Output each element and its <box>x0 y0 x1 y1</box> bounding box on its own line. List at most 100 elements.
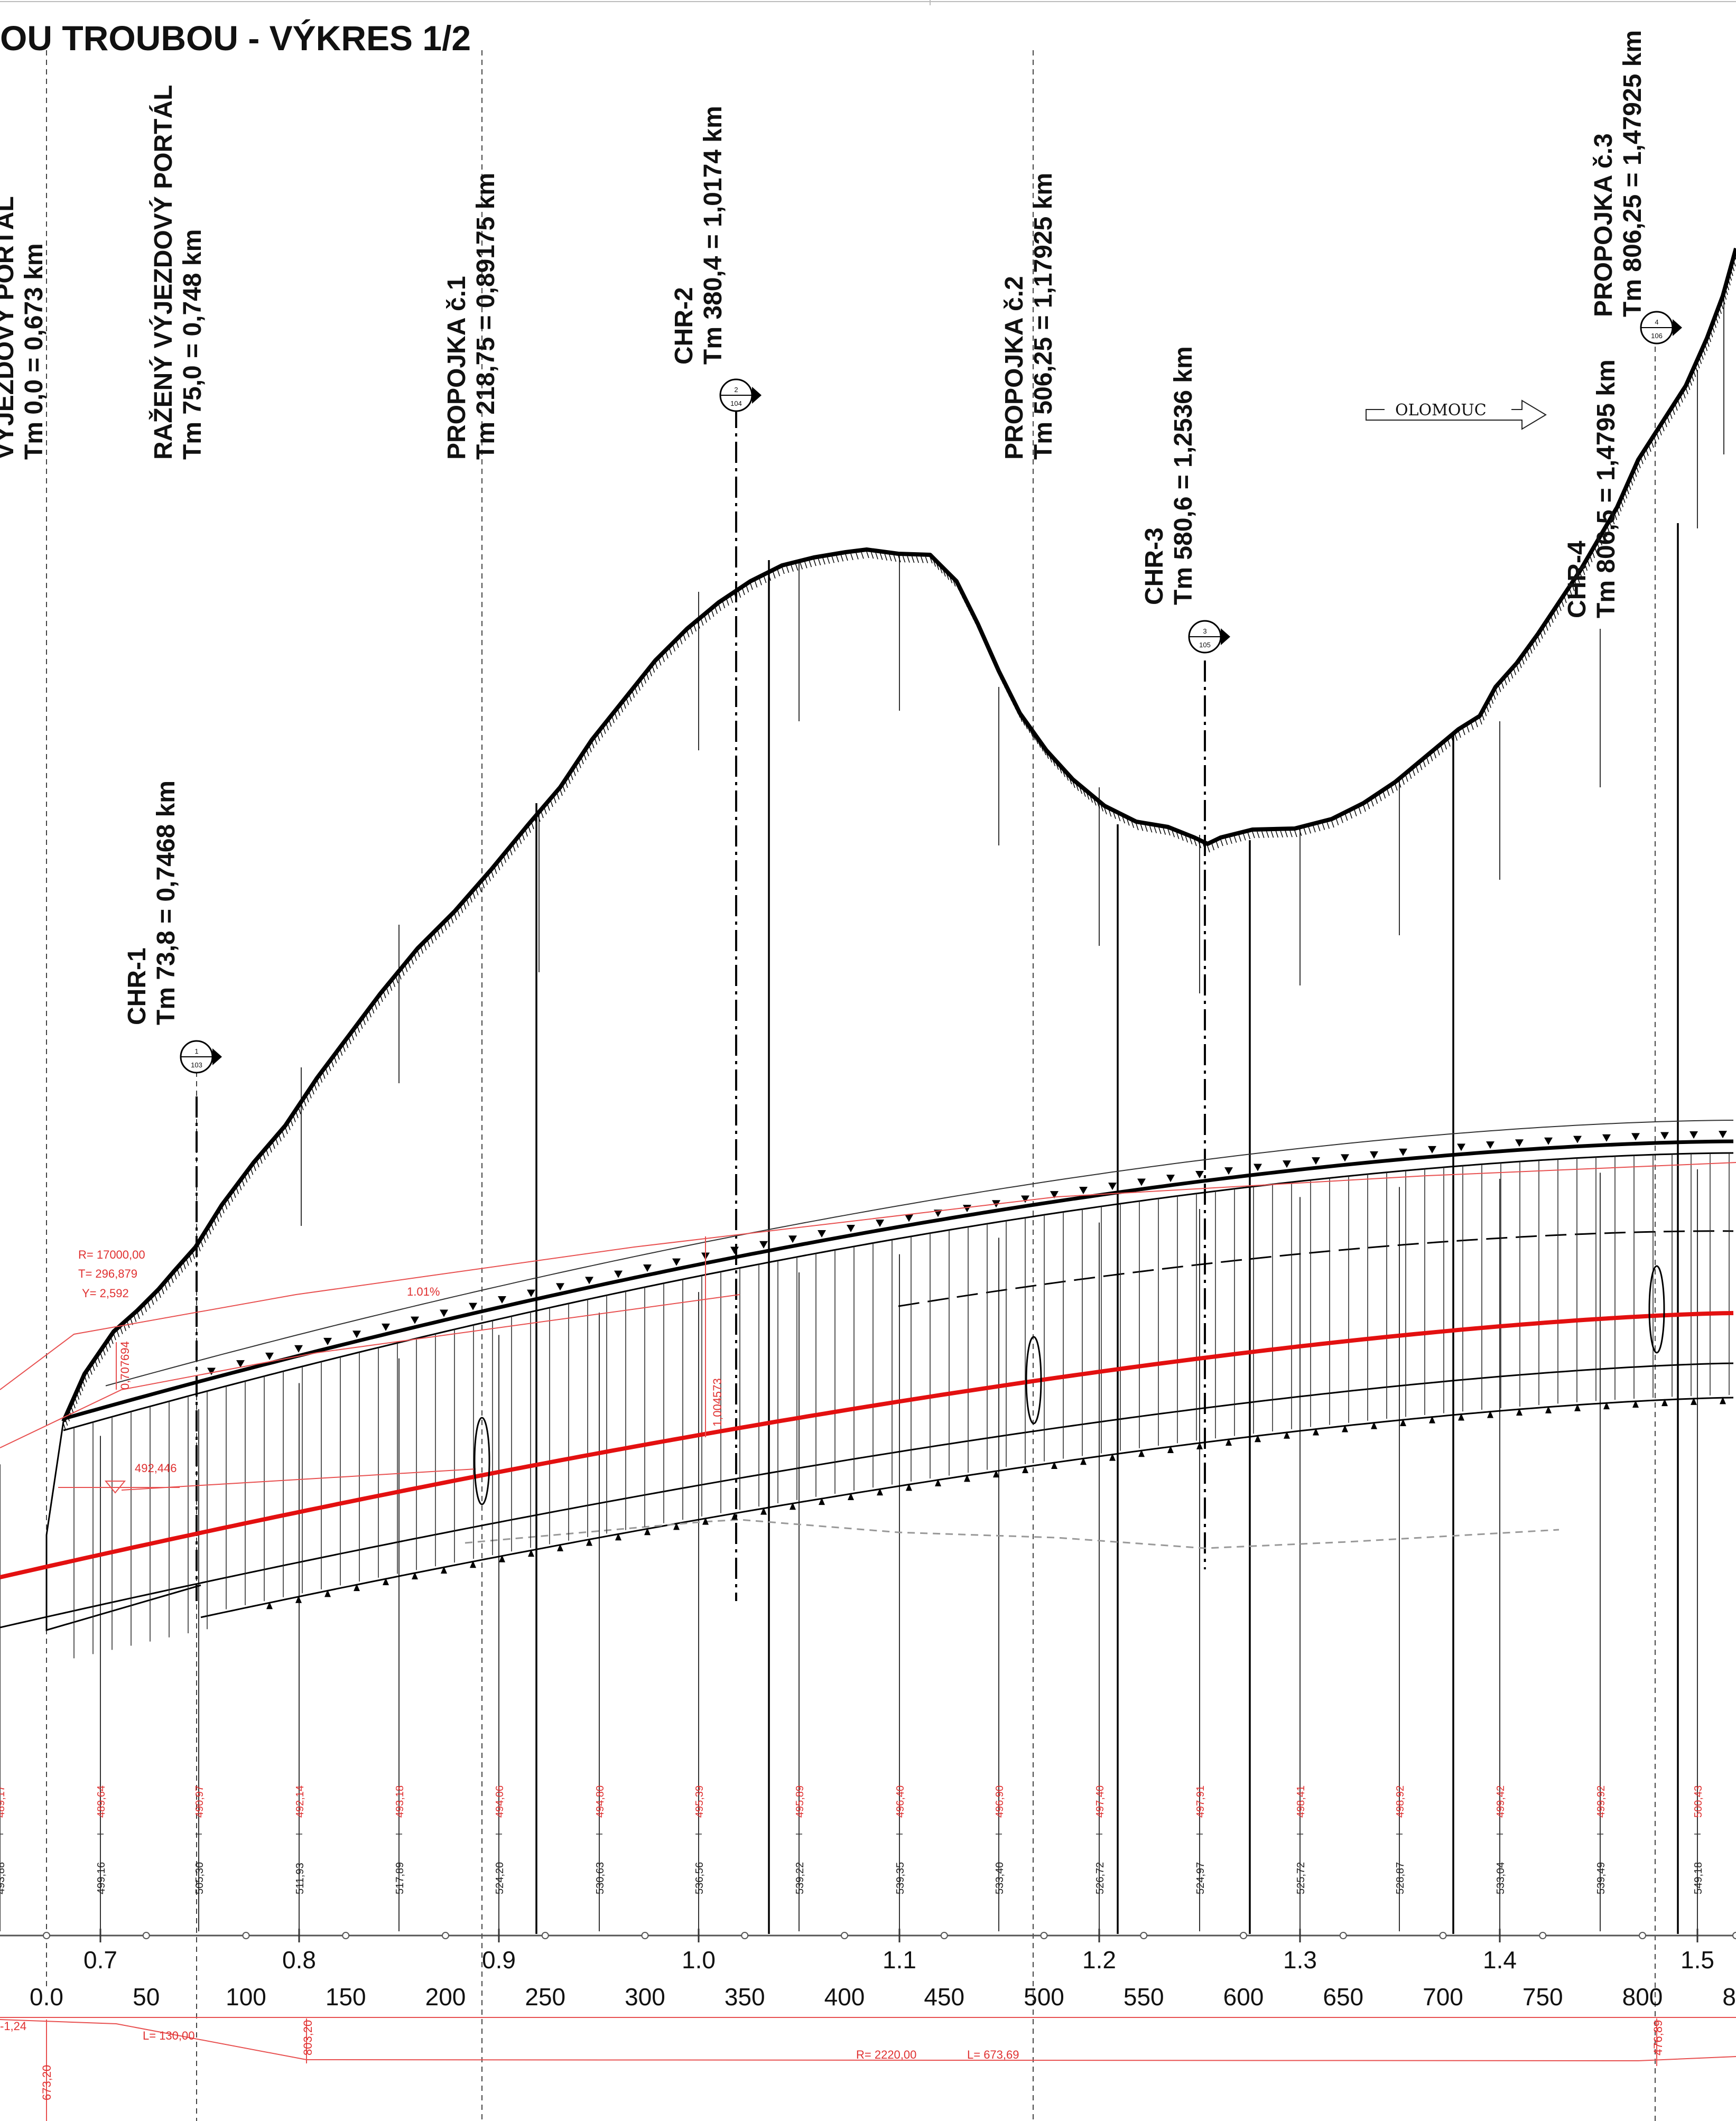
crown-tick <box>1573 1136 1582 1143</box>
crown-tick <box>323 1337 332 1345</box>
crown-tick <box>1283 1160 1291 1168</box>
elevation-black-value: 511,93 <box>294 1863 306 1894</box>
crown-tick <box>1689 1131 1698 1139</box>
m-tick <box>1732 1932 1736 1939</box>
tunnel-ring-divisions <box>73 1153 1730 1659</box>
invert-tick <box>499 1555 505 1562</box>
invert-tick <box>673 1522 680 1530</box>
invert-tick <box>702 1517 709 1525</box>
station-label-chr-4-0: CHR-4 <box>1563 541 1591 618</box>
m-axis-labels: 0.0 50 100 150 200 250 300 350 400 450 500 550 600 65… <box>30 1932 1736 2011</box>
crown-tick <box>352 1331 361 1338</box>
align-mark-2: 476,89 <box>1651 2020 1665 2055</box>
red-note-1: 0,707694 <box>118 1341 132 1390</box>
marker-bottom: 104 <box>730 399 742 407</box>
elevation-black-value: 525,72 <box>1295 1862 1307 1894</box>
align-mark-1: 803,20 <box>301 2020 314 2055</box>
marker-bottom: 103 <box>191 1061 202 1069</box>
crown-tick <box>1660 1132 1669 1140</box>
tunnel-dashed-axis <box>898 1230 1734 1307</box>
elevation-red-value: 490,97 <box>194 1785 206 1818</box>
station-label-vyjezdovy-portal-0: VÝJEZDOVÝ PORTÁL <box>0 196 19 460</box>
crown-tick <box>207 1368 216 1375</box>
crown-tick <box>527 1289 535 1297</box>
m-label: 700 <box>1423 1983 1463 2011</box>
crown-tick <box>294 1345 303 1353</box>
km-label: 0.9 <box>482 1946 516 1974</box>
elevation-black-value: 533,40 <box>994 1862 1006 1894</box>
elevation-black-value: 493,88 <box>0 1862 7 1894</box>
m-label: 600 <box>1223 1983 1264 2011</box>
invert-tick <box>1429 1416 1435 1424</box>
m-tick <box>43 1932 50 1939</box>
crown-tick <box>236 1360 245 1368</box>
red-note-2: 1,004573 <box>711 1378 724 1427</box>
m-label: 750 <box>1523 1983 1563 2011</box>
elevation-red-value: 495,39 <box>694 1785 705 1818</box>
invert-tick <box>1022 1465 1028 1473</box>
m-tick <box>1140 1932 1148 1939</box>
km-label: 0.7 <box>83 1946 117 1974</box>
invert-tick <box>1720 1397 1726 1404</box>
elevation-black-value: 539,49 <box>1595 1862 1607 1894</box>
invert-tick <box>470 1560 476 1568</box>
terrain-surface-line <box>61 247 1736 1422</box>
invert-tick <box>266 1602 273 1610</box>
curve-radius: R= 17000,00 <box>78 1248 145 1261</box>
m-tick <box>1040 1932 1048 1939</box>
m-tick <box>442 1932 449 1939</box>
elevation-black-value: 524,20 <box>494 1862 506 1894</box>
elevation-red-value: 494,06 <box>494 1785 506 1818</box>
marker-bottom: 105 <box>1199 641 1211 649</box>
m-label: 300 <box>625 1983 665 2011</box>
m-tick <box>940 1932 948 1939</box>
align-l1: L= 130,00 <box>143 2029 194 2042</box>
section-marker-chr-3: 3 105 <box>1188 620 1230 654</box>
invert-tick <box>964 1474 970 1482</box>
tunnel-inner-top-line <box>63 1152 1734 1431</box>
crown-tick <box>556 1283 564 1291</box>
elevation-red-value: 494,80 <box>595 1785 606 1818</box>
km-label: 0.8 <box>282 1946 316 1974</box>
section-markers: 1 103 2 104 3 105 4 106 <box>180 311 1682 1074</box>
red-construction-line-1 <box>0 1162 1736 1390</box>
crown-tick <box>905 1214 913 1222</box>
station-label-propojka-3-1: Tm 806,25 = 1,47925 km <box>1619 30 1647 317</box>
m-tick <box>242 1932 250 1939</box>
tunnel-outer-top-line <box>105 1120 1734 1387</box>
crown-tick <box>411 1316 419 1324</box>
crown-tick <box>1457 1143 1465 1151</box>
m-label: 650 <box>1323 1983 1363 2011</box>
invert-tick <box>1516 1408 1523 1416</box>
crown-tick <box>1544 1137 1553 1145</box>
m-label: 200 <box>425 1983 466 2011</box>
elevation-red-value: 499,42 <box>1495 1785 1507 1818</box>
station-label-vyjezdovy-portal-1: Tm 0,0 = 0,673 km <box>20 243 48 460</box>
crown-tick <box>1108 1183 1117 1190</box>
invert-tick <box>819 1497 825 1505</box>
invert-tick <box>731 1512 738 1520</box>
section-marker-chr-1: 1 103 <box>180 1040 222 1074</box>
marker-arrow <box>752 387 762 404</box>
elevation-red-value: 497,91 <box>1195 1785 1206 1818</box>
invert-tick <box>877 1488 883 1496</box>
invert-tick <box>644 1528 651 1536</box>
crown-tick <box>788 1235 797 1243</box>
elevation-black-value: 528,87 <box>1395 1862 1406 1894</box>
crown-tick <box>1370 1151 1378 1159</box>
crown-tick <box>730 1246 739 1254</box>
elevation-red-value: 496,40 <box>895 1785 906 1818</box>
crown-tick <box>1195 1170 1204 1178</box>
km-label: 1.1 <box>883 1946 916 1974</box>
invert-tick <box>1080 1457 1087 1465</box>
crown-tick <box>1137 1178 1146 1186</box>
tunnel-invert-line <box>200 1397 1734 1618</box>
station-label-propojka-3-0: PROPOJKA č.3 <box>1590 133 1618 317</box>
m-label: 550 <box>1124 1983 1164 2011</box>
invert-tick <box>412 1571 418 1579</box>
elevation-black-value: 533,04 <box>1495 1862 1507 1894</box>
crown-tick <box>469 1303 477 1310</box>
invert-tick <box>1051 1462 1057 1469</box>
elevation-red-value: 495,89 <box>794 1785 806 1818</box>
align-left-value: -1,24 <box>0 2020 26 2033</box>
